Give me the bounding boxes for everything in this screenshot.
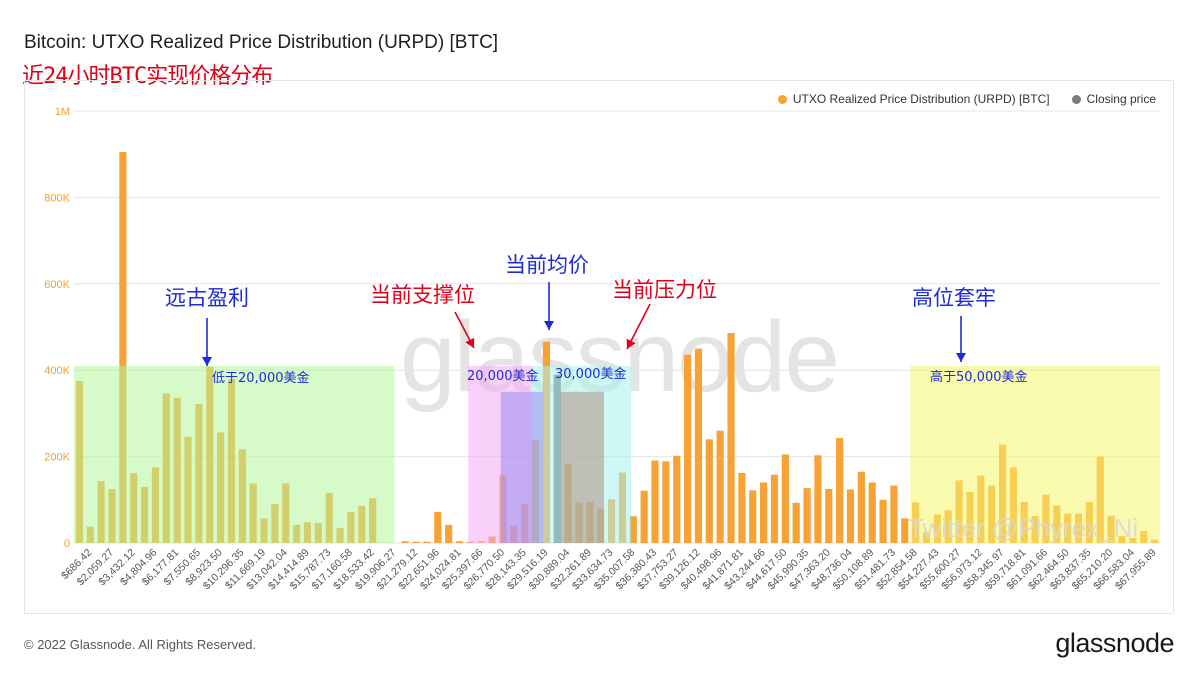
chart-title: Bitcoin: UTXO Realized Price Distributio… — [24, 32, 499, 53]
urpd-bar — [119, 152, 127, 544]
urpd-bar — [673, 455, 681, 543]
urpd-bar — [651, 460, 659, 543]
urpd-bar — [836, 438, 844, 543]
urpd-bar — [868, 482, 876, 543]
arrow-high-trapped-head — [956, 353, 966, 362]
urpd-bar — [716, 430, 724, 543]
urpd-bar — [749, 490, 757, 543]
urpd-bar — [694, 348, 703, 543]
y-tick-label: 800K — [44, 192, 70, 204]
legend-label-closing: Closing price — [1086, 92, 1156, 106]
urpd-bar — [401, 541, 409, 543]
glassnode-logo: glassnode — [1055, 628, 1174, 658]
y-tick-label: 600K — [44, 279, 70, 291]
legend-dot-closing — [1071, 94, 1081, 104]
urpd-bar — [423, 541, 431, 543]
urpd-bar — [705, 439, 713, 543]
urpd-bar — [455, 541, 464, 543]
zone-ancient-profit — [74, 365, 395, 543]
annotation-above-50k: 高于50,000美金 — [930, 369, 1028, 385]
urpd-bar — [825, 489, 833, 543]
urpd-bar — [770, 474, 779, 543]
urpd-bar — [901, 518, 909, 543]
urpd-bar — [792, 502, 800, 543]
urpd-bar — [445, 524, 453, 543]
urpd-bar — [890, 485, 898, 543]
urpd-bar — [434, 511, 442, 543]
urpd-bar — [640, 490, 648, 543]
urpd-bar — [781, 454, 789, 543]
zone-resistance-inner — [560, 391, 604, 543]
legend-label-urpd: UTXO Realized Price Distribution (URPD) … — [792, 92, 1050, 106]
annotation-30k: 30,000美金 — [555, 366, 627, 382]
legend-item-urpd[interactable]: UTXO Realized Price Distribution (URPD) … — [777, 92, 1050, 106]
zone-high-trapped — [910, 365, 1160, 543]
chart-legend: UTXO Realized Price Distribution (URPD) … — [777, 92, 1156, 106]
copyright-text: © 2022 Glassnode. All Rights Reserved. — [24, 637, 257, 652]
urpd-bar — [846, 489, 855, 543]
arrow-ancient-profit-head — [202, 357, 212, 366]
urpd-bar — [662, 461, 670, 543]
zone-support-inner — [500, 391, 544, 543]
legend-dot-urpd — [777, 94, 787, 104]
arrow-resistance-head — [626, 338, 636, 349]
urpd-bar — [684, 354, 692, 543]
annotation-support: 当前支撑位 — [370, 283, 475, 307]
urpd-bar — [760, 482, 768, 543]
y-tick-label: 200K — [44, 452, 70, 464]
annotation-resistance: 当前压力位 — [612, 278, 717, 302]
urpd-bar — [629, 516, 637, 543]
urpd-bar — [738, 473, 746, 543]
chart-panel — [24, 80, 1174, 614]
y-tick-label: 1M — [55, 106, 70, 118]
urpd-bar — [727, 333, 735, 543]
arrow-avg-price-head — [544, 321, 554, 330]
annotation-below-20k: 低于20,000美金 — [212, 370, 310, 386]
urpd-bar — [803, 488, 811, 543]
arrow-support-head — [465, 337, 475, 348]
annotation-high-trapped: 高位套牢 — [912, 286, 996, 310]
y-tick-label: 400K — [44, 365, 70, 377]
urpd-bar — [857, 471, 865, 543]
twitter-watermark: Twitter @Phyrex_Ni — [908, 513, 1139, 543]
urpd-bar — [879, 499, 887, 543]
urpd-bar — [412, 541, 420, 543]
annotation-20k: 20,000美金 — [467, 368, 539, 384]
annotation-avg-price: 当前均价 — [505, 253, 589, 277]
annotation-ancient-profit: 远古盈利 — [165, 286, 249, 310]
legend-item-closing[interactable]: Closing price — [1071, 92, 1156, 106]
urpd-bar — [814, 455, 822, 543]
y-tick-label: 0 — [64, 538, 70, 550]
chart-subtitle-cn: 近24小时BTC实现价格分布 — [22, 64, 273, 89]
